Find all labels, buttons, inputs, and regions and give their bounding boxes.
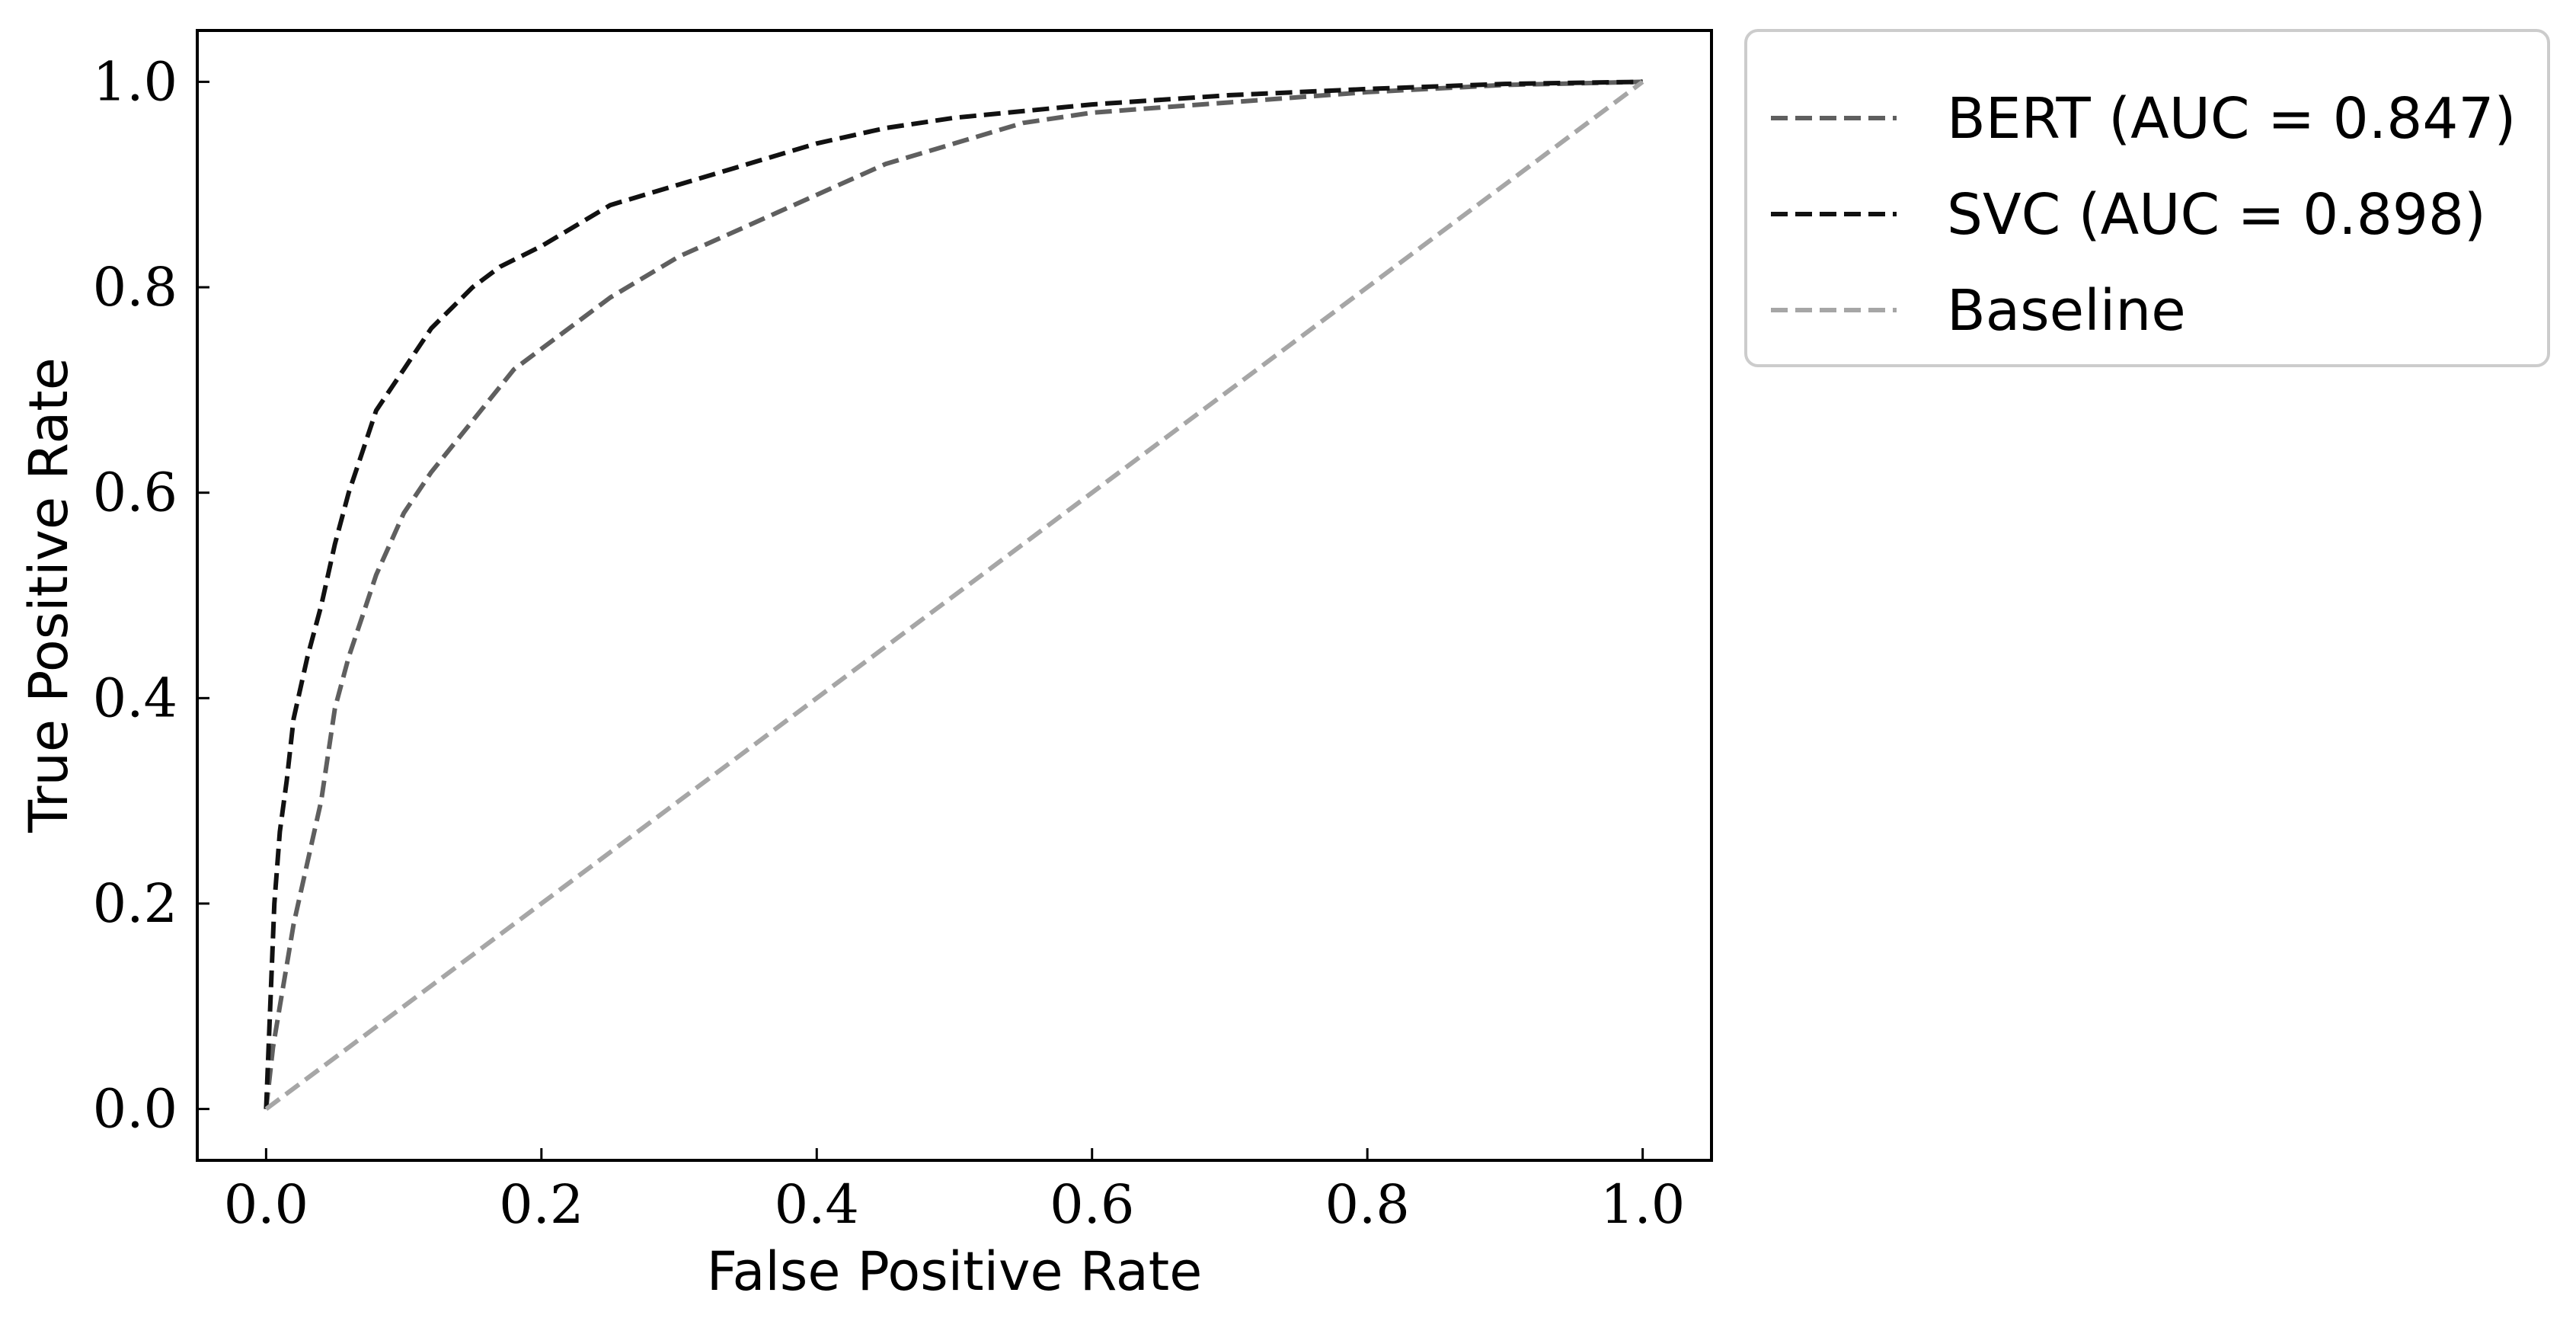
- y-tick-label: 0.4: [93, 667, 177, 729]
- legend-label-3: Baseline: [1947, 278, 2186, 344]
- x-ticks: 0.0 0.2 0.4 0.6 0.8 1.0: [224, 1148, 1685, 1236]
- legend-frame: [1744, 29, 2550, 367]
- series-line-3: [264, 79, 1644, 1112]
- x-tick-label: 0.6: [1050, 1173, 1134, 1236]
- series-line-1: [264, 79, 1643, 1109]
- legend: BERT (AUC = 0.847) SVC (AUC = 0.898) Basel…: [1744, 29, 2550, 367]
- series-layer: [264, 79, 1644, 1112]
- x-tick-label: 0.0: [224, 1173, 308, 1236]
- legend-label-2: SVC (AUC = 0.898): [1947, 182, 2486, 248]
- series-line-2: [264, 79, 1643, 1109]
- y-tick-label: 0.6: [93, 462, 177, 524]
- x-tick-label: 0.4: [775, 1173, 859, 1236]
- y-tick-label: 0.2: [93, 872, 177, 935]
- x-tick-label: 0.8: [1325, 1173, 1410, 1236]
- y-tick-label: 0.0: [93, 1078, 177, 1141]
- legend-label-1: BERT (AUC = 0.847): [1947, 86, 2516, 152]
- legend-entries: BERT (AUC = 0.847) SVC (AUC = 0.898) Basel…: [1771, 86, 2516, 344]
- x-tick-label: 1.0: [1600, 1173, 1685, 1236]
- plot-frame: [196, 29, 1713, 1162]
- y-ticks: 0.0 0.2 0.4 0.6 0.8 1.0: [93, 50, 209, 1141]
- x-tick-label: 0.2: [499, 1173, 583, 1236]
- y-tick-label: 0.8: [93, 256, 177, 318]
- y-axis-title: True Positive Rate: [18, 357, 80, 833]
- x-axis-title: False Positive Rate: [707, 1240, 1203, 1303]
- y-tick-label: 1.0: [93, 50, 177, 113]
